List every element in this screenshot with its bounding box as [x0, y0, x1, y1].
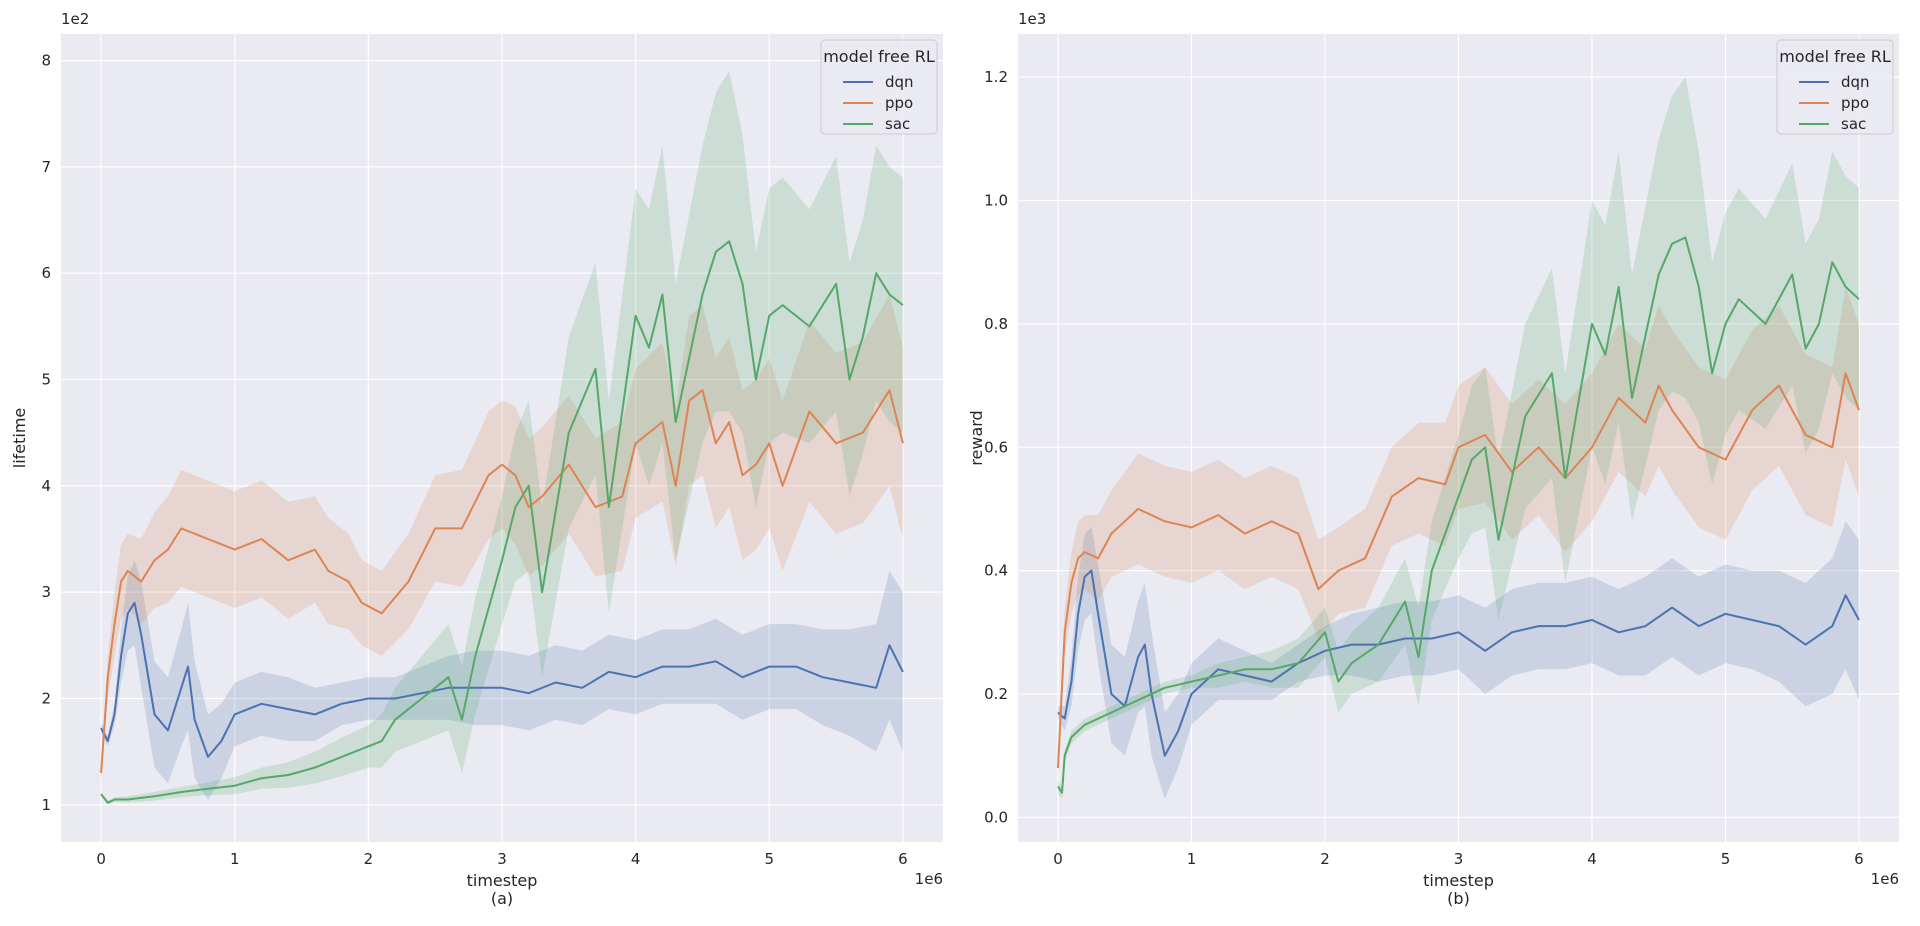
band-ppo	[1058, 286, 1859, 781]
y-tick-label: 0.2	[984, 685, 1008, 703]
y-offset-label: 1e3	[1018, 10, 1046, 28]
y-tick-label: 1	[41, 796, 51, 814]
legend-label-dqn: dqn	[885, 73, 914, 91]
y-tick-label: 7	[41, 158, 51, 176]
y-tick-label: 8	[41, 52, 51, 70]
x-axis-label: timestep	[1423, 871, 1494, 890]
legend-label-ppo: ppo	[1841, 94, 1869, 112]
legend: model free RL dqn ppo sac	[1776, 39, 1894, 135]
series-group	[1057, 77, 1860, 799]
y-tick-label: 2	[41, 689, 51, 707]
x-axis-label: timestep	[467, 871, 538, 890]
x-tick-label: 0	[1053, 850, 1063, 868]
y-tick-label: 0.4	[984, 562, 1008, 580]
x-tick-label: 5	[764, 850, 774, 868]
x-tick-label: 4	[631, 850, 641, 868]
line-sac	[1057, 236, 1860, 794]
band-sac	[101, 71, 903, 805]
x-tick-label: 6	[898, 850, 908, 868]
legend-label-ppo: ppo	[885, 94, 913, 112]
y-tick-label: 5	[41, 371, 51, 389]
line-dqn	[1057, 569, 1860, 757]
y-tick-label: 4	[41, 477, 51, 495]
legend-label-sac: sac	[1841, 115, 1866, 133]
grid	[1018, 34, 1899, 842]
y-tick-label: 0.0	[984, 808, 1008, 826]
band-ppo	[101, 294, 903, 784]
y-tick-label: 3	[41, 583, 51, 601]
legend-box	[1776, 39, 1894, 135]
line-ppo	[1057, 372, 1860, 769]
line-dqn	[100, 601, 904, 758]
caption: (b)	[1447, 889, 1470, 908]
band-sac	[1058, 77, 1859, 799]
series-group	[100, 71, 904, 805]
y-tick-label: 0.6	[984, 438, 1008, 456]
legend: model free RL dqn ppo sac	[820, 39, 938, 135]
x-tick-label: 2	[1320, 850, 1330, 868]
x-tick-label: 1	[1187, 850, 1197, 868]
caption: (a)	[491, 889, 513, 908]
chart-a: 0 1 2 3 4 5 6 1 2 3 4 5 6 7 8 1e2 1e6 timestep(a) lifetime…	[10, 10, 943, 908]
x-tick-label: 5	[1721, 850, 1731, 868]
line-ppo	[100, 389, 904, 773]
band-dqn	[1058, 521, 1859, 799]
line-sac	[100, 240, 904, 804]
legend-label-sac: sac	[885, 115, 910, 133]
y-tick-label: 1.2	[984, 68, 1008, 86]
chart-b: 0 1 2 3 4 5 6 0.0 0.2 0.4 0.6 0.8 1.0 1.2 1e3 1e6 timest…	[967, 10, 1899, 908]
y-tick-label: 6	[41, 264, 51, 282]
x-offset-label: 1e6	[915, 870, 943, 888]
legend-title: model free RL	[1779, 47, 1891, 66]
x-tick-label: 3	[497, 850, 507, 868]
legend-label-dqn: dqn	[1841, 73, 1870, 91]
x-tick-label: 6	[1854, 850, 1864, 868]
y-tick-label: 0.8	[984, 315, 1008, 333]
y-axis-label: reward	[967, 410, 986, 465]
x-tick-label: 0	[96, 850, 106, 868]
x-tick-label: 3	[1454, 850, 1464, 868]
y-offset-label: 1e2	[61, 10, 89, 28]
legend-title: model free RL	[823, 47, 935, 66]
grid	[61, 34, 943, 842]
x-tick-label: 4	[1587, 850, 1597, 868]
x-offset-label: 1e6	[1871, 870, 1899, 888]
band-dqn	[101, 560, 903, 800]
y-axis-label: lifetime	[10, 408, 29, 469]
legend-box	[820, 39, 938, 135]
x-tick-label: 2	[364, 850, 374, 868]
x-tick-label: 1	[230, 850, 240, 868]
y-tick-label: 1.0	[984, 192, 1008, 210]
